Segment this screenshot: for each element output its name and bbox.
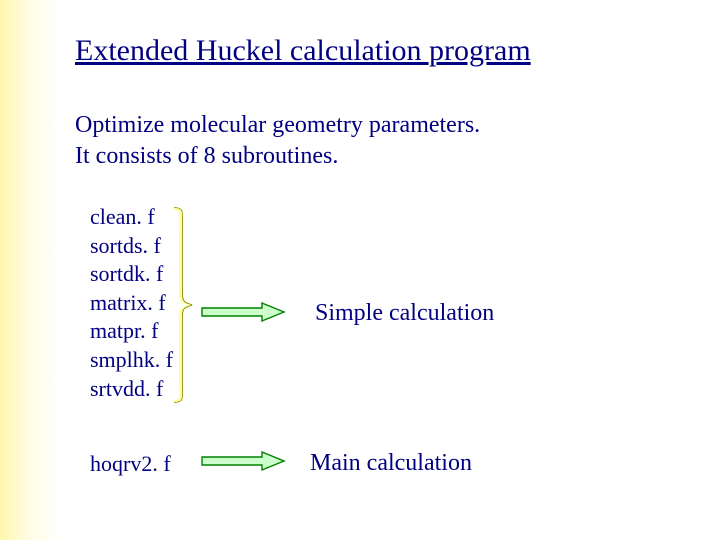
description: Optimize molecular geometry parameters. …	[75, 110, 480, 172]
description-line2: It consists of 8 subroutines.	[75, 141, 480, 172]
list-item: matrix. f	[90, 289, 173, 318]
list-item: sortds. f	[90, 232, 173, 261]
label-simple-calculation: Simple calculation	[315, 300, 494, 327]
list-item: clean. f	[90, 203, 173, 232]
list-item: matpr. f	[90, 317, 173, 346]
description-line1: Optimize molecular geometry parameters.	[75, 110, 480, 141]
slide-content: Extended Huckel calculation program Opti…	[0, 0, 720, 540]
label-main-calculation: Main calculation	[310, 450, 472, 477]
list-item: sortdk. f	[90, 260, 173, 289]
file-list-group-a: clean. f sortds. f sortdk. f matrix. f m…	[90, 203, 173, 403]
list-item: srtvdd. f	[90, 375, 173, 404]
brace-icon	[172, 206, 194, 404]
list-item: smplhk. f	[90, 346, 173, 375]
file-list-group-b: hoqrv2. f	[90, 450, 171, 479]
arrow-icon	[200, 450, 286, 477]
slide-title: Extended Huckel calculation program	[75, 34, 531, 68]
list-item: hoqrv2. f	[90, 450, 171, 479]
arrow-icon	[200, 301, 286, 328]
